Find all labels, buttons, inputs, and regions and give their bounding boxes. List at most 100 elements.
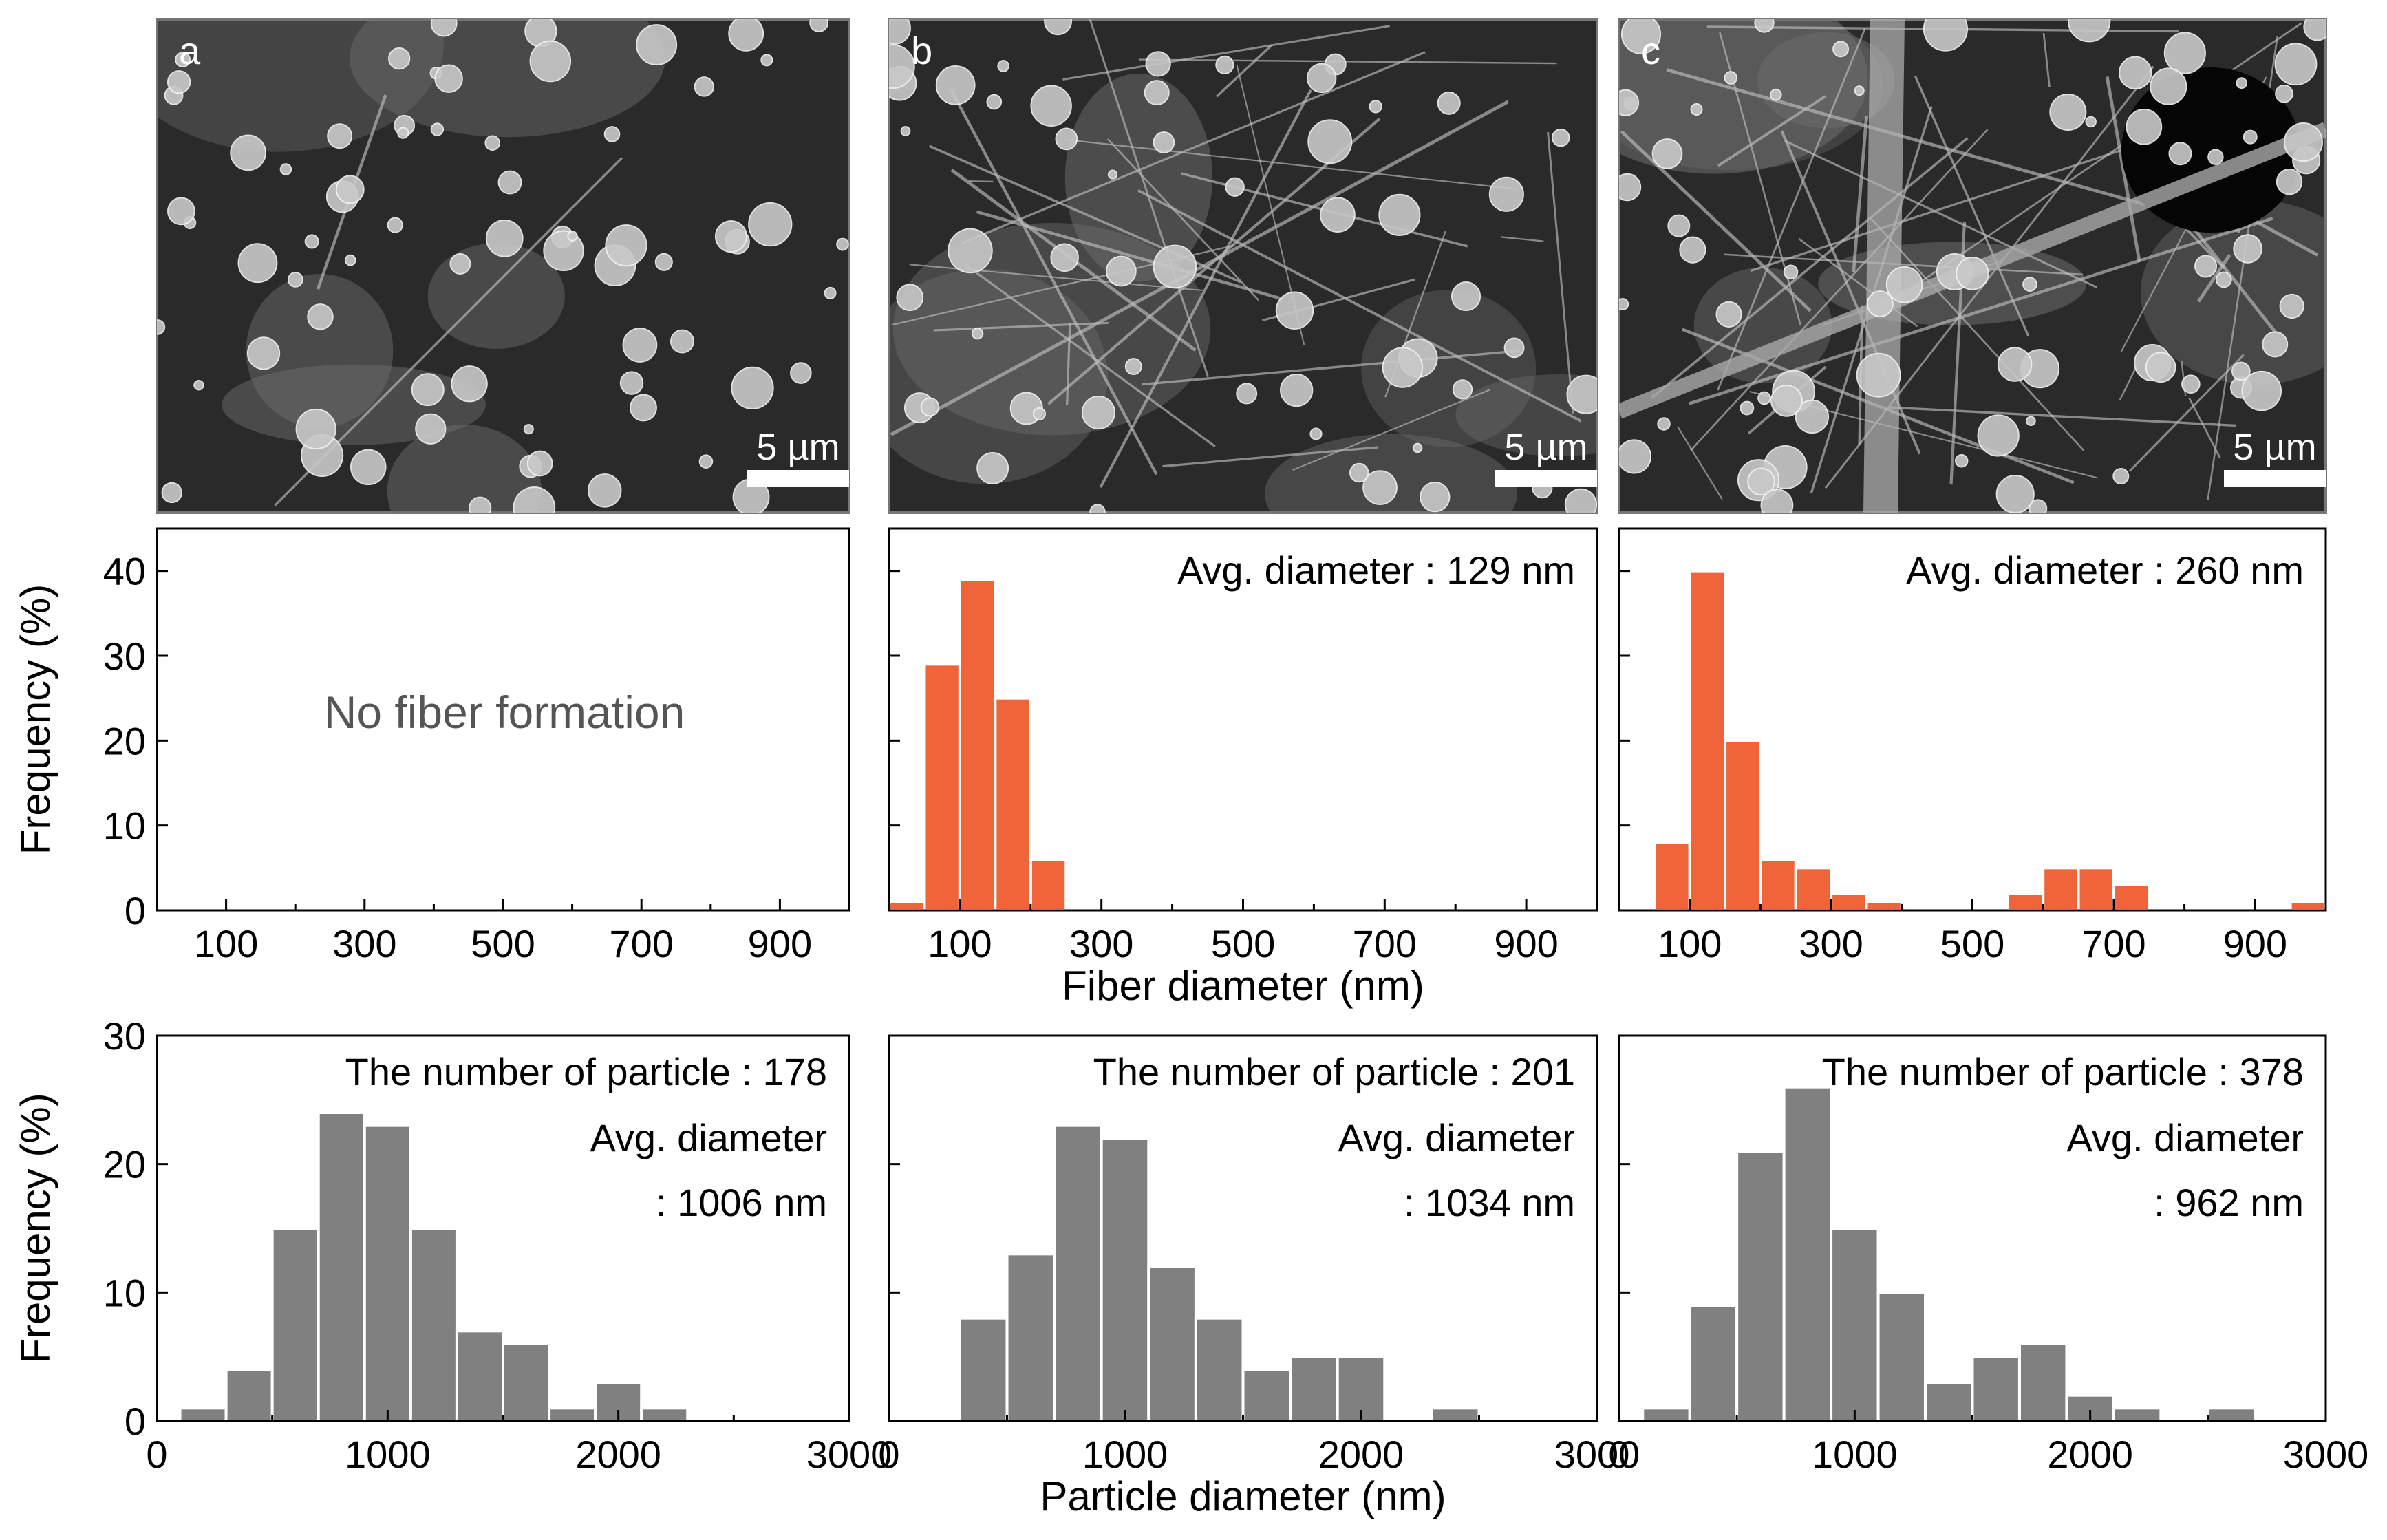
sem-particle xyxy=(2150,67,2187,105)
sem-particle xyxy=(1667,214,1691,237)
histogram-bar xyxy=(888,900,926,912)
sem-particle xyxy=(1923,19,1968,52)
histogram-bar xyxy=(1782,1085,1833,1422)
sem-particle xyxy=(451,365,488,403)
histogram-bar xyxy=(409,1227,458,1422)
sem-particle xyxy=(1885,266,1923,303)
sem-particle xyxy=(1619,89,1640,116)
sem-fiber xyxy=(949,88,1158,475)
sem-fiber xyxy=(1724,253,2083,276)
sem-fiber xyxy=(1852,116,1868,273)
sem-matrix-region xyxy=(157,19,444,152)
sem-fiber xyxy=(1717,28,1866,391)
avg-diameter-label: Avg. diameter xyxy=(1338,1116,1575,1159)
sem-particle xyxy=(497,170,522,195)
sem-particle xyxy=(1044,19,1073,36)
y-tick-label: 20 xyxy=(103,1143,146,1186)
sem-particle xyxy=(1740,400,1755,416)
sem-particle xyxy=(1679,236,1706,264)
avg-diameter-value: : 1034 nm xyxy=(1404,1181,1575,1224)
sem-particle xyxy=(1089,504,1106,513)
sem-particle xyxy=(1770,385,1803,417)
sem-particle xyxy=(2216,271,2232,288)
sem-particle xyxy=(1349,462,1369,483)
x-axis-label: Particle diameter (nm) xyxy=(1040,1473,1446,1519)
sem-particle xyxy=(2233,234,2262,264)
sem-fiber xyxy=(968,180,994,183)
chart-fiber-c: 100 300 500 700 900 Avg. diameter : 260 nm xyxy=(1618,527,2327,965)
x-tick-label: 2000 xyxy=(575,1433,661,1476)
chart-fiber-a: 0 10 20 30 40 100 300 500 700 900 Frequency (%) No … xyxy=(12,527,850,965)
y-tick-label: 40 xyxy=(103,550,146,593)
sem-matrix-region xyxy=(1264,434,1517,513)
sem-particle xyxy=(1769,88,1782,101)
sem-particle xyxy=(2049,94,2087,131)
x-tick-label: 2000 xyxy=(2047,1433,2133,1476)
sem-particle xyxy=(430,122,445,136)
sem-particle xyxy=(1153,131,1175,153)
sem-particle xyxy=(1362,470,1398,505)
histogram-bar xyxy=(502,1343,551,1422)
particle-count-label: The number of particle : 201 xyxy=(1093,1050,1575,1093)
sem-particle xyxy=(1309,427,1323,440)
sem-particle xyxy=(161,482,182,504)
sem-particle xyxy=(397,127,409,139)
sem-particle xyxy=(430,19,458,37)
sem-particle xyxy=(1378,193,1421,236)
sem-fiber xyxy=(1142,350,1520,386)
sem-particle xyxy=(2241,370,2282,411)
chart-particle-a: 0 10 20 30 0 1000 2000 3000 Frequency (%) The num… xyxy=(12,1014,892,1476)
sem-fiber xyxy=(1500,236,1544,242)
avg-diameter-label: Avg. diameter : 129 nm xyxy=(1177,548,1575,592)
sem-texture xyxy=(1619,19,2326,513)
sem-particle xyxy=(567,231,578,242)
sem-particle xyxy=(485,220,524,257)
sem-fiber xyxy=(1064,138,1519,191)
sem-particle xyxy=(2262,331,2289,358)
sem-particle xyxy=(714,220,747,253)
x-tick-label: 500 xyxy=(1211,922,1275,965)
histogram-bar xyxy=(2017,1343,2068,1422)
sem-particle xyxy=(344,254,356,266)
sem-particle xyxy=(694,76,714,97)
chart-particle-b: 0 1000 2000 3000 Particle diameter (nm) The n… xyxy=(878,1034,1640,1519)
sem-particle xyxy=(1236,383,1258,405)
sem-fiber xyxy=(1547,131,1574,414)
sem-particle xyxy=(1783,264,1799,279)
sem-particle xyxy=(1050,243,1079,272)
x-tick-label: 300 xyxy=(332,922,396,965)
sem-fiber xyxy=(964,263,1216,448)
sem-particle xyxy=(526,450,553,477)
sem-particle xyxy=(2231,361,2251,381)
sem-particle xyxy=(2276,169,2303,195)
sem-fiber xyxy=(1162,446,1379,468)
sem-particle xyxy=(2085,116,2097,128)
histogram-bar xyxy=(2042,866,2080,912)
x-tick-label: 1000 xyxy=(345,1433,431,1476)
sem-particle xyxy=(1619,439,1652,474)
histogram-bar xyxy=(1830,892,1868,912)
sem-particle xyxy=(1997,347,2033,382)
sem-particle xyxy=(790,362,812,384)
sem-fiber xyxy=(1062,25,1390,81)
sem-fiber xyxy=(1047,117,1381,405)
sem-particle xyxy=(523,424,534,435)
sem-particle xyxy=(1657,417,1671,431)
sem-particle xyxy=(997,60,1009,72)
sem-particle xyxy=(1619,173,1642,202)
sem-particle xyxy=(2303,19,2326,41)
sem-particle xyxy=(287,271,303,288)
sem-particle xyxy=(2067,19,2111,43)
sem-particle xyxy=(2112,468,2130,484)
sem-particle xyxy=(1747,467,1775,496)
sem-particle xyxy=(1106,255,1137,287)
sem-particle xyxy=(1977,414,2020,457)
y-tick-label: 10 xyxy=(103,804,146,848)
sem-particle xyxy=(1620,19,1662,54)
y-tick-label: 0 xyxy=(125,889,146,932)
sem-fiber xyxy=(961,51,1426,244)
sem-matrix-region xyxy=(1455,374,1597,456)
sem-fiber xyxy=(1137,189,1582,423)
histogram-bar xyxy=(1289,1355,1339,1422)
sem-particle xyxy=(1651,138,1683,169)
